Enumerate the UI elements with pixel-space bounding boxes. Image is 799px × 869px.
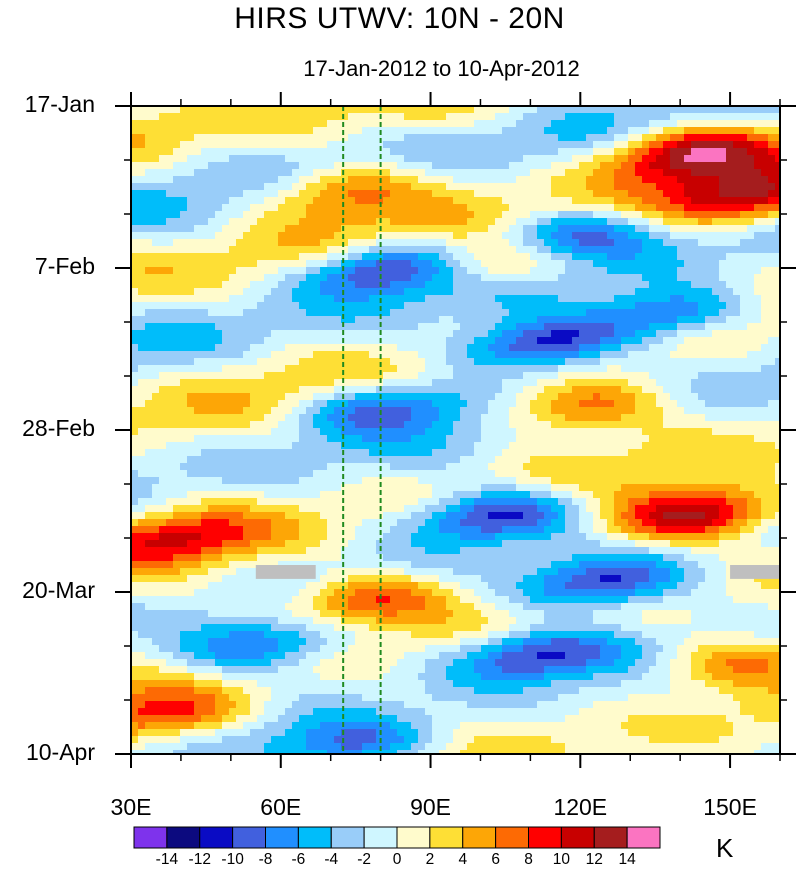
x-tick-label: 150E	[703, 794, 757, 820]
x-tick-label: 30E	[110, 794, 152, 820]
colorbar-tick-label: 4	[458, 851, 468, 868]
colorbar-swatch	[593, 826, 628, 849]
colorbar-swatch	[495, 826, 529, 849]
x-tick-label: 90E	[410, 794, 451, 820]
y-tick-label: 17-Jan	[24, 91, 95, 117]
y-tick-label: 20-Mar	[22, 577, 95, 603]
axis-ticks	[115, 92, 796, 768]
colorbar-swatch	[166, 826, 201, 849]
colorbar-tick-label: 6	[491, 851, 500, 868]
colorbar-swatch	[133, 826, 168, 849]
colorbar-swatch	[265, 826, 299, 849]
colorbar-tick-label: -12	[188, 851, 211, 868]
y-tick-label: 28-Feb	[22, 415, 95, 441]
colorbar-tick-label: 2	[425, 851, 435, 868]
colorbar-swatch	[199, 826, 234, 849]
missing-data-patch	[255, 565, 316, 579]
colorbar-swatch	[363, 826, 398, 849]
colorbar-tick-label: -8	[258, 851, 273, 868]
colorbar-tick-label: -6	[291, 851, 306, 868]
anomaly-field	[131, 106, 780, 754]
colorbar-tick-label: -14	[155, 851, 179, 868]
colorbar-units: K	[716, 833, 734, 863]
colorbar-tick-label: 10	[552, 851, 570, 868]
reference-lines	[342, 106, 382, 754]
colorbar-swatch	[297, 826, 332, 849]
y-tick-label: 10-Apr	[25, 739, 95, 765]
colorbar-swatch	[330, 826, 365, 849]
colorbar-swatch	[560, 826, 595, 849]
colorbar-swatch	[626, 826, 661, 849]
colorbar-tick-label: 8	[524, 851, 533, 868]
colorbar-swatch	[462, 826, 497, 849]
colorbar-swatch	[429, 826, 464, 849]
colorbar-tick-label: -4	[324, 851, 339, 868]
chart-subtitle: 17-Jan-2012 to 10-Apr-2012	[303, 56, 580, 81]
x-tick-label: 120E	[553, 794, 608, 820]
x-tick-label: 60E	[260, 794, 302, 820]
colorbar-tick-label: -2	[357, 851, 372, 868]
colorbar-swatch	[232, 826, 266, 849]
colorbar-tick-label: 12	[585, 851, 603, 868]
colorbar	[133, 826, 661, 849]
chart-title: HIRS UTWV: 10N - 20N	[234, 2, 565, 35]
colorbar-tick-label: 0	[392, 851, 402, 868]
colorbar-tick-label: 14	[618, 851, 636, 868]
colorbar-swatch	[396, 826, 431, 849]
colorbar-tick-label: -10	[221, 851, 244, 868]
colorbar-swatch	[528, 826, 562, 849]
y-tick-label: 7-Feb	[34, 253, 95, 279]
missing-data-patch	[730, 565, 780, 579]
